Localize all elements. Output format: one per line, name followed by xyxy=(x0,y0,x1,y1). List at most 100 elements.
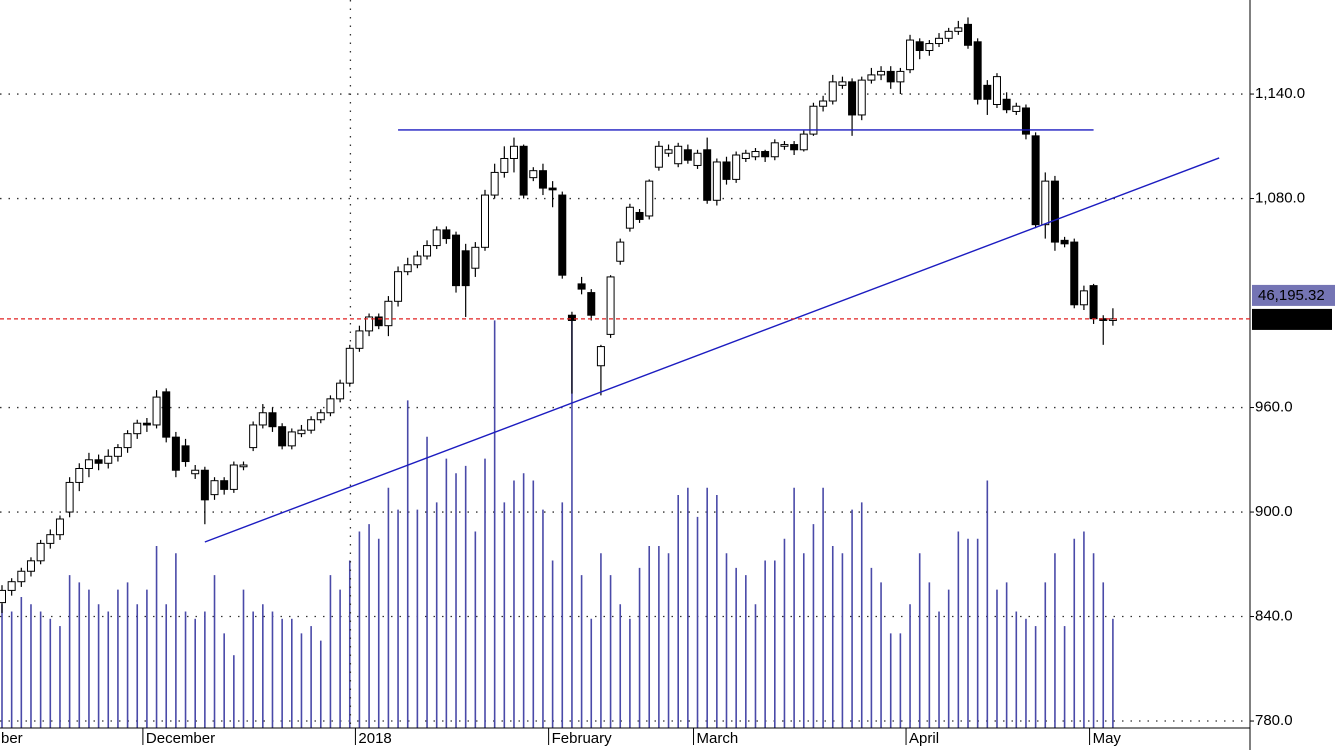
candle-body xyxy=(567,314,576,321)
candle-body xyxy=(452,234,461,287)
candle-body xyxy=(992,76,1001,105)
candle-body xyxy=(529,170,538,179)
candle-body xyxy=(220,480,229,490)
candle-body xyxy=(809,105,818,135)
candle-body xyxy=(1021,107,1030,135)
candle-body xyxy=(819,100,828,107)
candle-body xyxy=(142,422,151,426)
candle-body xyxy=(249,424,258,449)
candle-body xyxy=(365,316,374,332)
candle-body xyxy=(732,154,741,180)
candle-body xyxy=(867,74,876,81)
candle-body xyxy=(790,144,799,151)
candle-body xyxy=(152,396,161,426)
candle-body xyxy=(558,194,567,276)
candle-body xyxy=(46,534,55,544)
candle-body xyxy=(374,316,383,327)
candle-body xyxy=(413,255,422,266)
candle-body xyxy=(664,149,673,154)
candle-body xyxy=(1099,318,1108,321)
candle-body xyxy=(712,161,721,201)
y-tick-label: 840.0 xyxy=(1255,608,1293,625)
trend-line xyxy=(204,157,1220,543)
candle-body xyxy=(915,41,924,52)
candle-body xyxy=(538,170,547,189)
x-tick-label: April xyxy=(909,730,939,747)
x-tick-label: February xyxy=(552,730,613,747)
candle-body xyxy=(278,426,287,447)
candle-body xyxy=(258,412,267,426)
candle-body xyxy=(616,241,625,262)
candle-body xyxy=(587,292,596,316)
candle-body xyxy=(26,560,35,572)
candle-body xyxy=(171,436,180,471)
y-tick-label: 1,080.0 xyxy=(1255,190,1305,207)
candle-body xyxy=(481,194,489,248)
candle-body xyxy=(683,149,692,161)
candle-body xyxy=(84,459,93,469)
candle-body xyxy=(500,157,509,173)
candle-body xyxy=(973,41,982,100)
candle-body xyxy=(287,431,296,447)
x-tick-label: 2018 xyxy=(358,730,391,747)
candle-body xyxy=(828,81,837,102)
candle-body xyxy=(722,161,731,180)
candle-body xyxy=(268,412,277,428)
candle-body xyxy=(384,300,393,327)
candle-body xyxy=(1002,98,1011,111)
candle-body xyxy=(394,271,403,302)
candle-body xyxy=(1070,241,1079,306)
y-tick-label: 960.0 xyxy=(1255,399,1293,416)
candle-body xyxy=(857,79,866,116)
candle-body xyxy=(964,23,972,46)
volume-label: 46,195.32 xyxy=(1258,287,1325,304)
candle-body xyxy=(1060,239,1069,245)
candle-body xyxy=(877,70,886,76)
last-price-label-bg xyxy=(1252,308,1332,330)
candle-body xyxy=(741,152,750,159)
candle-body xyxy=(133,422,142,435)
candle-body xyxy=(355,330,364,349)
candle-body xyxy=(200,469,209,501)
candle-body xyxy=(307,419,316,431)
candle-body xyxy=(548,187,557,191)
candle-body xyxy=(181,445,190,463)
candle-body xyxy=(577,283,586,290)
candle-body xyxy=(316,412,325,421)
candle-body xyxy=(0,589,6,604)
candle-body xyxy=(770,142,779,158)
candle-body xyxy=(674,145,683,165)
candle-body xyxy=(17,570,26,583)
candle-body xyxy=(654,145,663,168)
candle-body xyxy=(906,39,915,71)
candle-body xyxy=(7,581,16,591)
candle-body xyxy=(519,145,528,196)
candle-body xyxy=(104,455,113,464)
x-tick-label: ber xyxy=(1,730,23,747)
candle-body xyxy=(471,246,480,269)
candle-body xyxy=(229,464,238,490)
candle-body xyxy=(606,276,615,335)
candle-body xyxy=(461,250,470,287)
candle-body xyxy=(635,211,644,220)
candle-body xyxy=(490,171,499,196)
candle-body xyxy=(596,346,605,367)
candle-body xyxy=(94,459,103,464)
candle-body xyxy=(625,206,634,229)
candle-body xyxy=(925,43,934,52)
x-tick-label: May xyxy=(1093,730,1122,747)
candle-body xyxy=(944,30,953,39)
candle-body xyxy=(55,518,64,536)
candle-body xyxy=(799,133,808,151)
candle-body xyxy=(838,81,847,86)
candle-body xyxy=(761,151,770,158)
candle-body xyxy=(345,347,354,384)
candle-body xyxy=(297,429,306,435)
candle-body xyxy=(1041,180,1050,226)
y-tick-label: 1,140.0 xyxy=(1255,85,1305,102)
candle-body xyxy=(423,245,432,257)
candle-body xyxy=(983,84,992,100)
candle-body xyxy=(693,152,702,166)
